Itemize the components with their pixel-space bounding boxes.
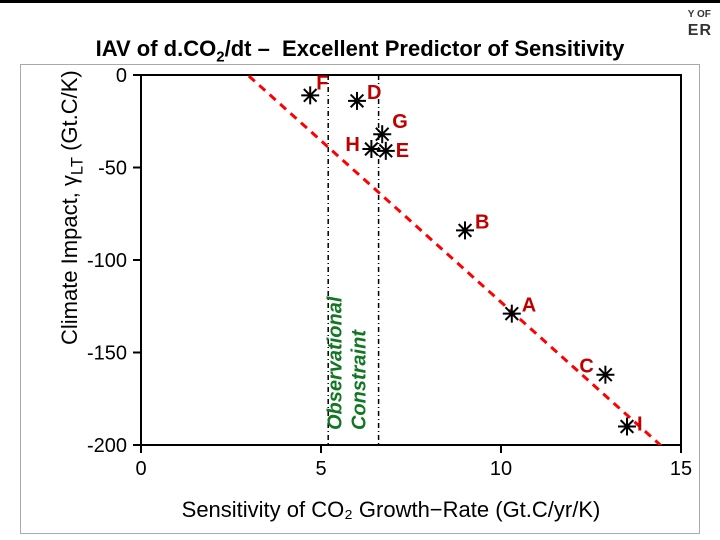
chart-container: Climate Impact, γLT (Gt.C/K) Sensitivity…: [20, 64, 700, 534]
point-label-D: D: [367, 82, 381, 104]
svg-text:Observational: Observational: [324, 296, 346, 430]
svg-text:-200: -200: [87, 435, 127, 457]
header-corner-small: Y OF: [688, 9, 711, 20]
svg-text:-50: -50: [98, 158, 127, 180]
page-root: Y OF ER IAV of d.CO2/dt – Excellent Pred…: [0, 0, 720, 540]
page-title: IAV of d.CO2/dt – Excellent Predictor of…: [40, 36, 680, 65]
point-label-E: E: [396, 140, 409, 162]
header-corner-text: Y OF ER: [688, 4, 712, 40]
svg-text:10: 10: [490, 458, 512, 480]
svg-text:0: 0: [135, 458, 146, 480]
point-label-F: F: [316, 72, 328, 94]
point-label-I: I: [637, 414, 643, 436]
svg-text:-150: -150: [87, 343, 127, 365]
point-label-B: B: [475, 211, 489, 233]
svg-text:0: 0: [116, 65, 127, 87]
svg-text:Constraint: Constraint: [348, 329, 370, 430]
svg-text:-100: -100: [87, 250, 127, 272]
point-label-C: C: [579, 356, 593, 378]
svg-text:15: 15: [670, 458, 692, 480]
point-label-H: H: [345, 134, 359, 156]
chart-svg: 0 -50 -100 -150 -200 0 5 10 15 F D H GE B A C I Observati…: [21, 65, 701, 535]
header-bar: [0, 0, 720, 36]
svg-text:5: 5: [315, 458, 326, 480]
header-corner-big: ER: [688, 22, 712, 39]
point-label-G: G: [392, 111, 408, 133]
point-label-A: A: [522, 295, 536, 317]
